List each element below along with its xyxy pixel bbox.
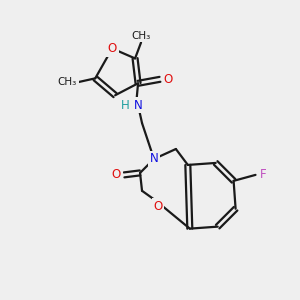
Text: N: N: [150, 152, 158, 166]
Text: O: O: [153, 200, 163, 213]
Text: F: F: [260, 168, 267, 182]
Text: H: H: [121, 99, 130, 112]
Text: O: O: [112, 168, 121, 182]
Text: O: O: [108, 42, 117, 55]
Text: CH₃: CH₃: [131, 31, 151, 40]
Text: O: O: [163, 73, 172, 86]
Text: CH₃: CH₃: [58, 77, 77, 87]
Text: N: N: [134, 99, 142, 112]
